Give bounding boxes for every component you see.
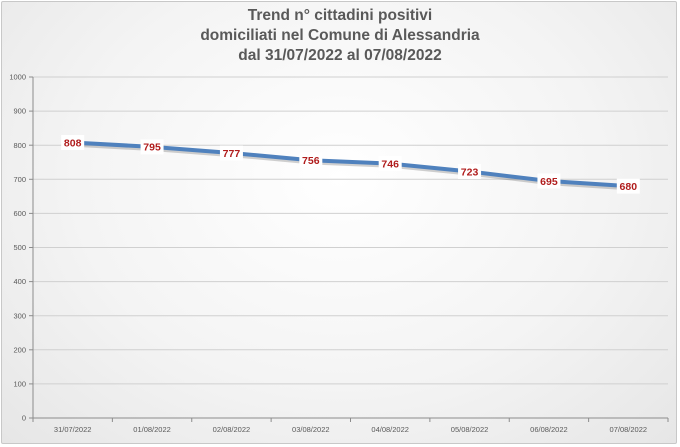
data-point-label: 723 — [458, 163, 482, 179]
y-tick-label: 0 — [22, 414, 26, 423]
x-tick-label: 31/07/2022 — [54, 425, 92, 434]
x-tick-label: 04/08/2022 — [371, 425, 409, 434]
x-tick-label: 03/08/2022 — [292, 425, 330, 434]
gridlines — [33, 76, 668, 385]
chart-title-line-2: domiciliati nel Comune di Alessandria — [200, 27, 480, 44]
x-tick-label: 07/08/2022 — [610, 425, 648, 434]
y-tick-label: 500 — [13, 243, 26, 252]
data-label: 723 — [461, 166, 479, 178]
x-tick-label: 01/08/2022 — [133, 425, 171, 434]
data-label: 777 — [223, 148, 241, 160]
data-point-label: 680 — [616, 178, 640, 194]
data-point-label: 756 — [299, 152, 323, 168]
x-tick-label: 02/08/2022 — [213, 425, 251, 434]
data-label-box — [299, 152, 323, 168]
y-tick-label: 1000 — [9, 73, 26, 82]
data-labels: 808 795 777 756 746 723 695 680 — [61, 134, 640, 194]
data-point-label: 795 — [140, 139, 164, 155]
data-point-label: 777 — [219, 145, 243, 161]
x-tick-label: 05/08/2022 — [451, 425, 489, 434]
y-tick-label: 200 — [13, 345, 26, 354]
y-tick-label: 100 — [13, 380, 26, 389]
data-point-label: 746 — [378, 156, 402, 172]
y-tick-label: 800 — [13, 141, 26, 150]
data-point-label: 695 — [537, 173, 561, 189]
data-label-box — [61, 134, 85, 150]
data-label-box — [458, 163, 482, 179]
data-label-box — [616, 178, 640, 194]
y-tick-label: 900 — [13, 107, 26, 116]
y-axis-ticks: 0 100 200 300 400 500 600 700 800 900 1000 — [9, 73, 26, 423]
data-label: 680 — [620, 181, 638, 193]
y-tick-label: 600 — [13, 209, 26, 218]
x-axis-ticks: 31/07/2022 01/08/2022 02/08/2022 03/08/2022… — [54, 425, 647, 434]
y-tick-label: 700 — [13, 175, 26, 184]
x-tick-label: 06/08/2022 — [530, 425, 568, 434]
data-label-box — [378, 156, 402, 172]
y-tick-label: 300 — [13, 311, 26, 320]
series — [70, 140, 633, 191]
data-label: 695 — [540, 176, 558, 188]
axes — [29, 76, 669, 422]
data-point-label: 808 — [61, 134, 85, 150]
chart-title-line-3: dal 31/07/2022 al 07/08/2022 — [238, 47, 442, 64]
chart-title-line-1: Trend n° cittadini positivi — [247, 7, 433, 24]
data-label: 808 — [64, 137, 82, 149]
data-label-box — [140, 139, 164, 155]
data-label: 795 — [143, 142, 161, 154]
chart-title: Trend n° cittadini positivi domiciliati … — [0, 6, 680, 66]
data-label: 756 — [302, 155, 320, 167]
data-label-box — [219, 145, 243, 161]
data-label-box — [537, 173, 561, 189]
y-tick-label: 400 — [13, 277, 26, 286]
series-line — [70, 140, 631, 189]
data-label: 746 — [381, 158, 399, 170]
